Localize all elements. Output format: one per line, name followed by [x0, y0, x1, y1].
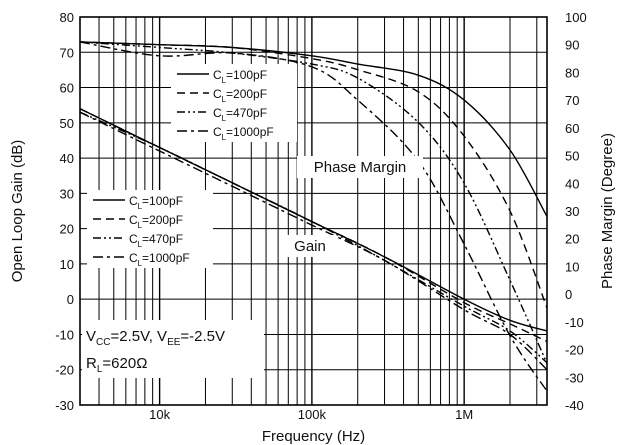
series-lines	[79, 41, 548, 392]
gain-label-bg	[284, 235, 336, 257]
phase-series-line	[79, 41, 548, 364]
legend-phase-label: CL=1000pF	[213, 125, 274, 142]
axes: 80706050403020100-10-20-3010090807060504…	[9, 10, 616, 445]
x-tick-label: 1M	[455, 407, 473, 422]
y-tick-label-left: -30	[55, 398, 74, 413]
y-tick-label-right: 10	[565, 259, 579, 274]
y-tick-label-right: 50	[565, 149, 579, 164]
plot-frame	[79, 16, 548, 406]
legends: CL=100pF CL=200pF CL=470pF CL=1000pF CL=100p…	[87, 64, 297, 268]
y-tick-label-right: 40	[565, 176, 579, 191]
gain-label: Gain	[294, 238, 326, 255]
legend-gain-bg	[87, 190, 213, 268]
y-tick-label-left: 0	[67, 292, 74, 307]
y-tick-label-right: 30	[565, 204, 579, 219]
phase-margin-label: Phase Margin	[314, 159, 407, 176]
legend-gain-label: CL=100pF	[129, 194, 183, 211]
y-tick-label-left: 40	[60, 151, 74, 166]
x-tick-label: 10k	[149, 407, 170, 422]
y-tick-label-right: 80	[565, 65, 579, 80]
y-tick-label-right: -30	[565, 370, 584, 385]
legend-gain-label: CL=1000pF	[129, 251, 190, 268]
y-tick-label-right: -40	[565, 398, 584, 413]
gain-series-line	[79, 108, 548, 343]
x-tick-label: 100k	[298, 407, 327, 422]
phase-series-line	[79, 41, 548, 309]
conditions-bg	[82, 320, 264, 378]
y-tick-label-right: 0	[565, 287, 572, 302]
y-tick-label-right: 60	[565, 121, 579, 136]
legend-phase-label: CL=100pF	[213, 68, 267, 85]
conditions-line-2: RL=620Ω	[86, 355, 147, 375]
phase-series-line	[79, 41, 548, 392]
gain-series-line	[79, 111, 548, 371]
y-tick-label-right: 70	[565, 93, 579, 108]
y-tick-label-left: 20	[60, 222, 74, 237]
legend-phase-bg	[171, 64, 297, 142]
conditions-line-1: VCC=2.5V, VEE=-2.5V	[86, 328, 225, 348]
legend-gain-label: CL=200pF	[129, 213, 183, 230]
y-axis-title-right: Phase Margin (Degree)	[599, 133, 616, 289]
y-tick-label-left: -10	[55, 327, 74, 342]
y-tick-label-right: -10	[565, 315, 584, 330]
y-axis-title-left: Open Loop Gain (dB)	[9, 140, 26, 283]
y-tick-label-left: 10	[60, 257, 74, 272]
gain-series-line	[79, 111, 548, 364]
y-tick-label-right: -20	[565, 343, 584, 358]
y-tick-label-left: 30	[60, 186, 74, 201]
y-tick-label-right: 100	[565, 10, 587, 25]
y-tick-label-right: 20	[565, 232, 579, 247]
labels: Phase Margin Gain VCC=2.5V, VEE=-2.5V RL=62…	[82, 156, 423, 378]
y-tick-label-left: 60	[60, 81, 74, 96]
y-tick-label-left: 70	[60, 45, 74, 60]
y-tick-label-left: -20	[55, 363, 74, 378]
y-tick-label-left: 50	[60, 116, 74, 131]
legend-phase-label: CL=470pF	[213, 106, 267, 123]
phase-margin-label-bg	[297, 156, 423, 178]
x-axis-title: Frequency (Hz)	[262, 428, 365, 445]
y-tick-label-right: 90	[565, 38, 579, 53]
y-tick-label-left: 80	[60, 10, 74, 25]
legend-phase-label: CL=200pF	[213, 87, 267, 104]
legend-gain-label: CL=470pF	[129, 232, 183, 249]
